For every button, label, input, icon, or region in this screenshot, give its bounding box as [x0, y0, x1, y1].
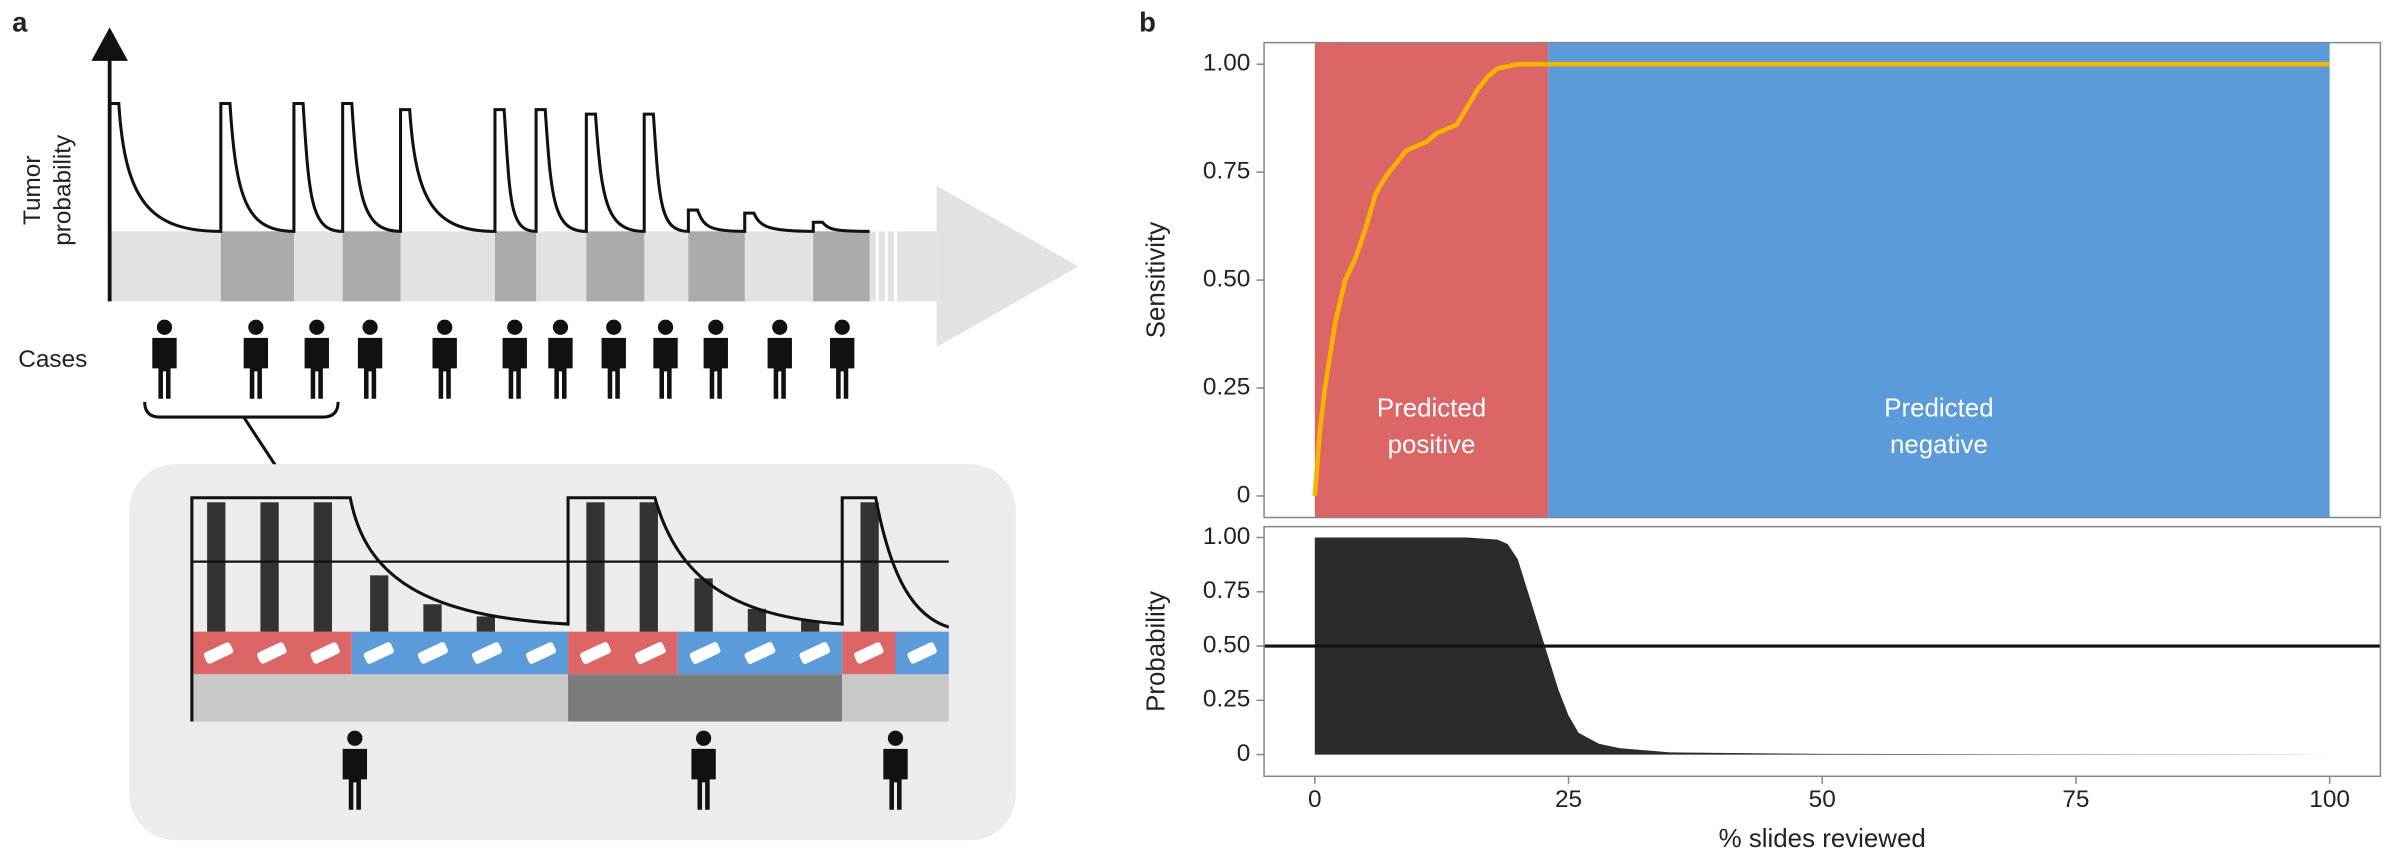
cases-label: Cases	[18, 346, 87, 373]
case	[704, 320, 728, 399]
case	[152, 320, 176, 399]
y-axis-label: Probability	[1142, 591, 1170, 712]
page: a Tumor probability Cases	[0, 0, 2388, 860]
case	[358, 320, 382, 399]
y-tick-label: 0.25	[1203, 686, 1250, 713]
y-tick-label: 1.00	[1203, 50, 1250, 77]
x-tick-label: 75	[2062, 786, 2089, 813]
case	[433, 320, 457, 399]
y-tick-label: 0.50	[1203, 266, 1250, 293]
region-label: Predicted	[1884, 394, 1993, 422]
cases	[152, 320, 854, 399]
y-axis-label: Sensitivity	[1142, 222, 1170, 339]
x-tick-label: 25	[1555, 786, 1582, 813]
case	[830, 320, 854, 399]
x-tick-label: 0	[1308, 786, 1322, 813]
y-tick-label: 0.75	[1203, 577, 1250, 604]
bracket	[145, 402, 338, 417]
case	[653, 320, 677, 399]
y-label: probability	[49, 134, 76, 246]
y-label: Tumor	[19, 156, 46, 225]
arrow-head	[937, 186, 1079, 347]
slide-strip	[192, 632, 949, 722]
region-label: positive	[1388, 431, 1476, 459]
case	[548, 320, 572, 399]
panel-a: a Tumor probability Cases	[12, 7, 1078, 841]
zoom-line	[244, 417, 276, 466]
case	[244, 320, 268, 399]
y-tick-label: 0.75	[1203, 158, 1250, 185]
figure: a Tumor probability Cases	[0, 0, 2388, 860]
x-tick-label: 50	[1809, 786, 1836, 813]
y-tick-label: 0	[1237, 481, 1251, 508]
panel-label: b	[1139, 7, 1156, 38]
y-tick-label: 1.00	[1203, 523, 1250, 550]
probability-curve	[110, 104, 870, 232]
region-label: negative	[1890, 431, 1988, 459]
panel-label: a	[12, 7, 28, 38]
y-tick-label: 0.50	[1203, 631, 1250, 658]
x-axis-label: % slides reviewed	[1719, 825, 1926, 853]
case	[305, 320, 329, 399]
y-tick-label: 0	[1237, 740, 1251, 767]
case	[768, 320, 792, 399]
y-axis-arrow	[91, 27, 128, 60]
x-tick-label: 100	[2309, 786, 2350, 813]
y-tick-label: 0.25	[1203, 373, 1250, 400]
case	[602, 320, 626, 399]
panel-b: b Predicted positive Predicted negative 0 0.2…	[1139, 7, 2380, 853]
region-label: Predicted	[1377, 394, 1486, 422]
case	[503, 320, 527, 399]
